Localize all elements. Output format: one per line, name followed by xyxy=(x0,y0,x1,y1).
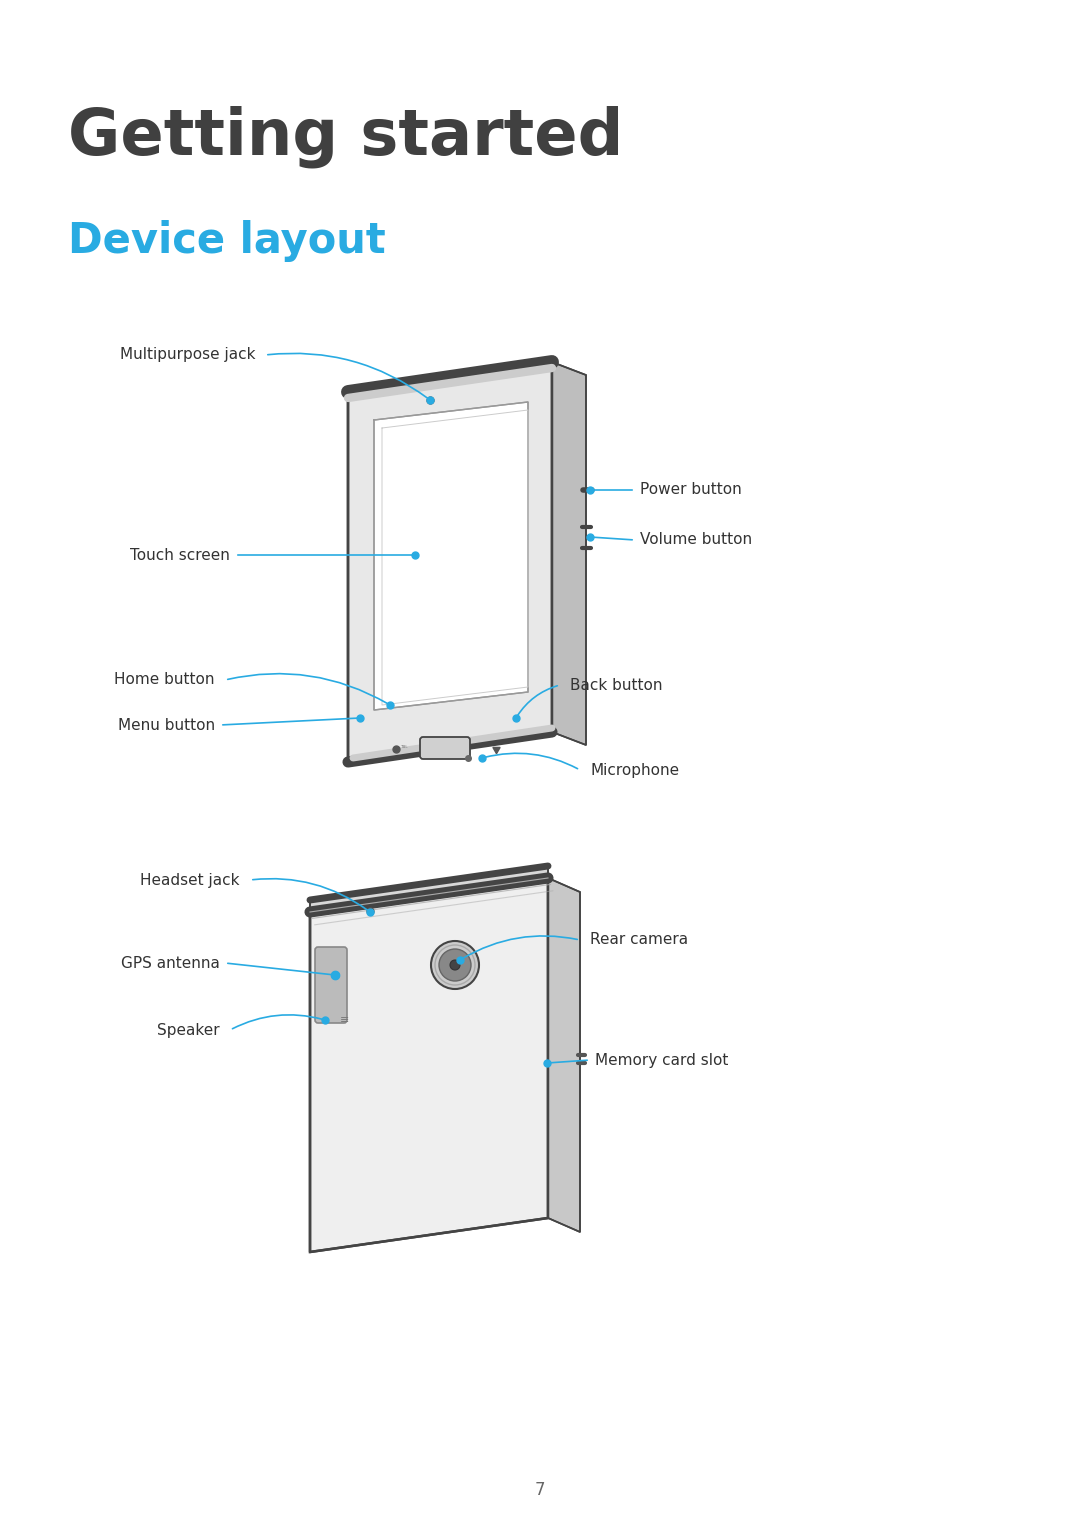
Text: Rear camera: Rear camera xyxy=(590,933,688,947)
Text: Menu button: Menu button xyxy=(118,718,215,733)
Polygon shape xyxy=(310,878,548,1252)
Text: Headset jack: Headset jack xyxy=(140,872,240,887)
Text: Volume button: Volume button xyxy=(640,533,752,548)
FancyBboxPatch shape xyxy=(315,947,347,1023)
Circle shape xyxy=(438,948,471,980)
Text: GPS antenna: GPS antenna xyxy=(121,956,220,971)
Text: Multipurpose jack: Multipurpose jack xyxy=(120,348,255,362)
Text: Power button: Power button xyxy=(640,483,742,498)
Circle shape xyxy=(450,960,460,970)
FancyBboxPatch shape xyxy=(420,738,470,759)
Polygon shape xyxy=(374,402,528,710)
Text: TBL: TBL xyxy=(400,745,407,750)
Text: Speaker: Speaker xyxy=(158,1023,220,1037)
Text: Touch screen: Touch screen xyxy=(130,548,230,562)
Text: 7: 7 xyxy=(535,1481,545,1500)
Text: Device layout: Device layout xyxy=(68,220,386,263)
Text: Back button: Back button xyxy=(570,678,662,693)
Polygon shape xyxy=(310,866,548,912)
Polygon shape xyxy=(348,362,552,762)
Text: Microphone: Microphone xyxy=(590,762,679,777)
Text: Getting started: Getting started xyxy=(68,105,623,168)
Circle shape xyxy=(431,941,480,989)
Text: Home button: Home button xyxy=(114,672,215,687)
Text: Memory card slot: Memory card slot xyxy=(595,1052,728,1067)
Text: ≡: ≡ xyxy=(340,1015,350,1025)
Polygon shape xyxy=(552,362,586,745)
Polygon shape xyxy=(548,878,580,1232)
